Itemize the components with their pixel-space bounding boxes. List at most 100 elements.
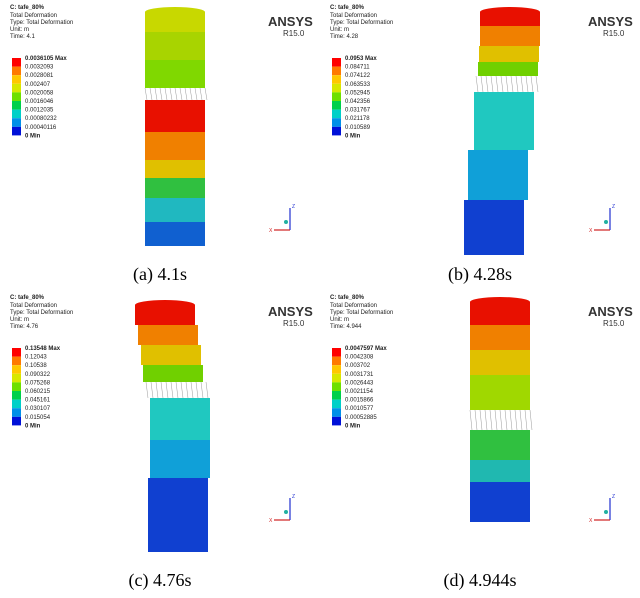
mesh-line — [496, 76, 498, 92]
mesh-line — [501, 76, 503, 92]
legend-label: 0.10538 — [25, 363, 47, 369]
mesh-line — [526, 76, 528, 92]
panel-info: Total Deformation — [10, 303, 57, 309]
legend-label: 0.13548 Max — [25, 346, 61, 352]
legend-label: 0.00080232 — [25, 116, 57, 122]
triad-label: Z — [292, 494, 295, 500]
legend-label: 0.021178 — [345, 116, 370, 122]
legend-label: 0.074122 — [345, 73, 371, 79]
mesh-line — [150, 88, 152, 100]
model-band — [145, 132, 205, 160]
legend-label: 0.042356 — [345, 99, 371, 105]
legend-label: 0.090322 — [25, 372, 51, 378]
mesh-line — [506, 76, 508, 92]
triad-y — [284, 220, 288, 224]
legend-label: 0.0010577 — [345, 406, 374, 412]
legend-label: 0.0020058 — [25, 90, 54, 96]
model-cap — [480, 7, 540, 17]
model-band — [143, 365, 203, 382]
legend-label: 0.00040116 — [25, 125, 57, 131]
panel-info: Time: 4.1 — [10, 34, 35, 40]
legend-label: 0 Min — [345, 423, 361, 429]
legend-swatch — [12, 365, 21, 374]
model-band — [150, 440, 210, 478]
legend-swatch — [332, 67, 341, 76]
model-band — [145, 32, 205, 60]
legend-swatch — [332, 75, 341, 84]
legend-swatch — [332, 391, 341, 400]
panel-info: Type: Total Deformation — [330, 20, 393, 26]
legend-label: 0.0047597 Max — [345, 346, 387, 352]
panel-info: Unit: m — [330, 317, 349, 323]
model-band — [138, 325, 198, 345]
legend-swatch — [332, 118, 341, 127]
legend-label: 0.0953 Max — [345, 56, 377, 62]
figure: C: tafe_80% Total Deformation Type: Total … — [0, 0, 640, 598]
legend-swatch — [12, 382, 21, 391]
legend-swatch — [332, 400, 341, 409]
legend-label: 0.0036105 Max — [25, 56, 67, 62]
mesh-line — [201, 382, 203, 398]
model-band — [464, 200, 524, 255]
legend-swatch — [332, 408, 341, 417]
legend-swatch — [332, 92, 341, 101]
mesh-line — [185, 88, 187, 100]
model-band — [145, 100, 205, 132]
legend-label: 0.0026443 — [345, 380, 374, 386]
panel-title: C: tafe_80% — [10, 5, 45, 11]
mesh-line — [486, 76, 488, 92]
mesh-line — [146, 382, 148, 398]
mesh-line — [166, 382, 168, 398]
mesh-line — [171, 382, 173, 398]
mesh-line — [205, 88, 207, 100]
panel-info: Type: Total Deformation — [10, 20, 73, 26]
model-band — [468, 150, 528, 200]
mesh-line — [155, 88, 157, 100]
legend-swatch — [332, 101, 341, 110]
legend-label: 0.0021154 — [345, 389, 374, 395]
legend-swatch — [332, 374, 341, 383]
mesh-line — [200, 88, 202, 100]
mesh-line — [520, 410, 522, 430]
model-band — [150, 398, 210, 440]
legend-label: 0.0028081 — [25, 73, 54, 79]
legend-label: 0.003702 — [345, 363, 371, 369]
legend-swatch — [332, 357, 341, 366]
mesh-line — [196, 382, 198, 398]
triad-label: Z — [292, 204, 295, 210]
panel-info: Total Deformation — [330, 303, 377, 309]
version: R15.0 — [603, 29, 625, 38]
mesh-line — [151, 382, 153, 398]
legend-label: 0.002407 — [25, 82, 51, 88]
brand: ANSYS — [268, 304, 313, 319]
mesh-line — [176, 382, 178, 398]
panel-title: C: tafe_80% — [10, 295, 45, 301]
mesh-line — [505, 410, 507, 430]
legend-swatch — [12, 374, 21, 383]
triad-y — [604, 510, 608, 514]
model-band — [470, 460, 530, 482]
model-band — [470, 430, 530, 460]
mesh-line — [181, 382, 183, 398]
mesh-line — [175, 88, 177, 100]
legend-swatch — [12, 391, 21, 400]
legend-swatch — [332, 127, 341, 136]
caption: (b) 4.28s — [448, 264, 512, 285]
legend-label: 0.0016046 — [25, 99, 54, 105]
caption: (d) 4.944s — [444, 570, 517, 591]
legend-swatch — [12, 101, 21, 110]
mesh-line — [206, 382, 208, 398]
mesh-line — [480, 410, 482, 430]
legend-swatch — [12, 92, 21, 101]
model-band — [148, 478, 208, 552]
model-band — [141, 345, 201, 365]
legend-label: 0.052945 — [345, 90, 371, 96]
triad-label: X — [269, 228, 273, 234]
legend-swatch — [332, 365, 341, 374]
panel-info: Unit: m — [10, 27, 29, 33]
mesh-line — [476, 76, 478, 92]
panel-info: Unit: m — [10, 317, 29, 323]
legend-label: 0.045161 — [25, 398, 51, 404]
